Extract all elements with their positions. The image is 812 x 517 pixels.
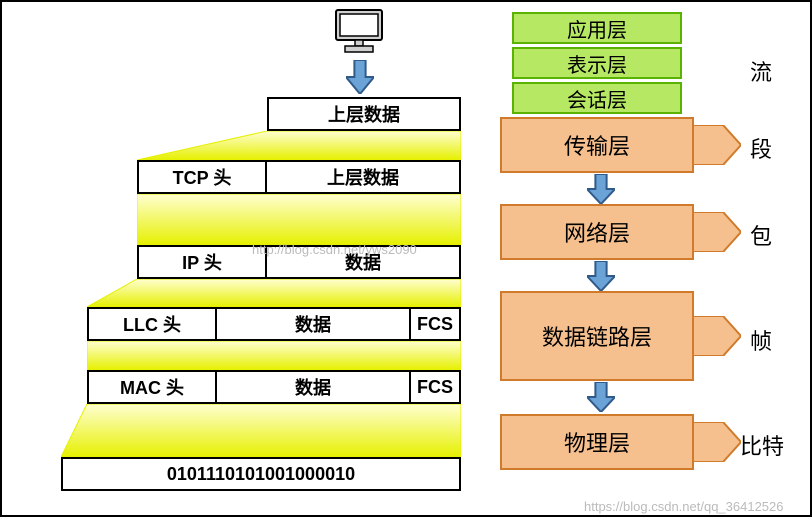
packet-segment: 数据 xyxy=(217,307,411,341)
pdu-label: 包 xyxy=(750,219,772,251)
packet-segment: LLC 头 xyxy=(87,307,217,341)
encapsulation-wedge xyxy=(87,279,461,307)
pdu-label: 帧 xyxy=(750,324,772,356)
osi-layer-green: 会话层 xyxy=(512,82,682,114)
pdu-label: 流 xyxy=(750,55,772,87)
down-arrow xyxy=(587,174,615,204)
packet-segment: 上层数据 xyxy=(267,97,461,131)
pdu-tag-arrow xyxy=(686,125,741,165)
encapsulation-wedge xyxy=(137,131,461,160)
packet-segment: TCP 头 xyxy=(137,160,267,194)
packet-row: TCP 头上层数据 xyxy=(137,160,461,194)
packet-segment: MAC 头 xyxy=(87,370,217,404)
encapsulation-wedge xyxy=(87,341,461,370)
down-arrow xyxy=(587,261,615,291)
computer-icon xyxy=(332,8,386,56)
osi-layer-green: 表示层 xyxy=(512,47,682,79)
pdu-label: 比特 xyxy=(740,429,784,461)
packet-segment: FCS xyxy=(411,370,461,404)
encapsulation-wedge xyxy=(137,194,461,245)
packet-row: LLC 头数据FCS xyxy=(87,307,461,341)
packet-row: 0101110101001000010 xyxy=(61,457,461,491)
packet-row: 上层数据 xyxy=(267,97,461,131)
packet-segment: 0101110101001000010 xyxy=(61,457,461,491)
osi-encapsulation-diagram: 上层数据TCP 头上层数据IP 头数据LLC 头数据FCSMAC 头数据FCS0… xyxy=(0,0,812,517)
start-arrow xyxy=(346,60,374,94)
packet-segment: IP 头 xyxy=(137,245,267,279)
down-arrow xyxy=(587,382,615,412)
packet-segment: 数据 xyxy=(217,370,411,404)
packet-segment: FCS xyxy=(411,307,461,341)
packet-row: MAC 头数据FCS xyxy=(87,370,461,404)
osi-layer-orange: 网络层 xyxy=(500,204,694,260)
packet-segment: 上层数据 xyxy=(267,160,461,194)
osi-layer-orange: 物理层 xyxy=(500,414,694,470)
encapsulation-wedge xyxy=(61,404,461,457)
osi-layer-orange: 传输层 xyxy=(500,117,694,173)
pdu-tag-arrow xyxy=(686,422,741,462)
pdu-tag-arrow xyxy=(686,212,741,252)
watermark-text: http://blog.csdn.net/yws2090 xyxy=(252,242,417,257)
osi-layer-orange: 数据链路层 xyxy=(500,291,694,381)
watermark-text: https://blog.csdn.net/qq_36412526 xyxy=(584,499,784,514)
osi-layer-green: 应用层 xyxy=(512,12,682,44)
pdu-tag-arrow xyxy=(686,316,741,356)
pdu-label: 段 xyxy=(750,132,772,164)
